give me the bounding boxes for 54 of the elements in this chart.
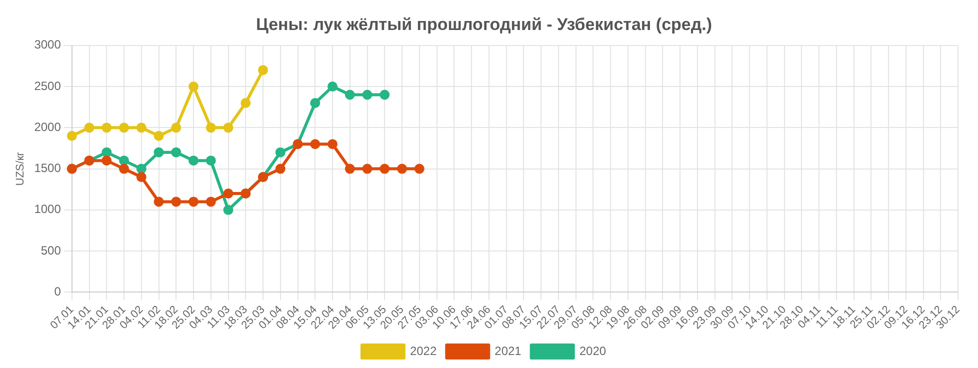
point bbox=[66, 130, 77, 141]
point bbox=[275, 147, 286, 158]
point bbox=[154, 130, 164, 141]
point bbox=[119, 164, 130, 174]
point bbox=[188, 82, 199, 92]
point bbox=[171, 122, 182, 133]
y-tick-label: 2000 bbox=[34, 120, 62, 134]
legend-label: 2022 bbox=[410, 344, 437, 358]
point bbox=[310, 98, 320, 108]
point bbox=[380, 164, 390, 174]
point bbox=[206, 122, 216, 133]
point bbox=[119, 122, 130, 133]
point bbox=[310, 139, 320, 150]
point bbox=[397, 164, 408, 174]
chart-title: Цены: лук жёлтый прошлогодний - Узбекистан (сред.) bbox=[256, 14, 712, 34]
legend-label: 2021 bbox=[494, 344, 522, 358]
point bbox=[154, 147, 164, 158]
point bbox=[223, 122, 234, 133]
point bbox=[344, 164, 355, 174]
point bbox=[362, 90, 372, 100]
point bbox=[223, 204, 234, 215]
point bbox=[154, 196, 164, 207]
point bbox=[188, 196, 199, 207]
y-tick-label: 1500 bbox=[34, 161, 62, 176]
point bbox=[188, 156, 199, 166]
point bbox=[328, 139, 338, 150]
legend-label: 2020 bbox=[579, 344, 606, 358]
point bbox=[84, 122, 94, 133]
point bbox=[136, 172, 146, 182]
point bbox=[171, 147, 182, 158]
point bbox=[240, 98, 251, 108]
y-axis-title: UZS/кг bbox=[14, 152, 27, 186]
point bbox=[362, 164, 372, 174]
point bbox=[102, 122, 112, 133]
point bbox=[206, 196, 216, 207]
point bbox=[223, 188, 234, 198]
y-tick-label: 0 bbox=[54, 284, 62, 299]
point bbox=[414, 164, 424, 174]
point bbox=[275, 164, 286, 174]
point bbox=[136, 122, 146, 133]
point bbox=[136, 164, 146, 174]
point bbox=[328, 82, 338, 92]
y-tick-label: 2500 bbox=[34, 78, 62, 93]
point bbox=[102, 156, 112, 166]
y-tick-label: 500 bbox=[40, 243, 62, 258]
point bbox=[171, 196, 182, 207]
point bbox=[258, 65, 268, 76]
y-tick-label: 3000 bbox=[34, 38, 62, 52]
y-tick-label: 1000 bbox=[34, 202, 62, 216]
point bbox=[102, 147, 112, 158]
point bbox=[380, 90, 390, 100]
point bbox=[119, 156, 130, 166]
point bbox=[344, 90, 355, 100]
point bbox=[206, 156, 216, 166]
